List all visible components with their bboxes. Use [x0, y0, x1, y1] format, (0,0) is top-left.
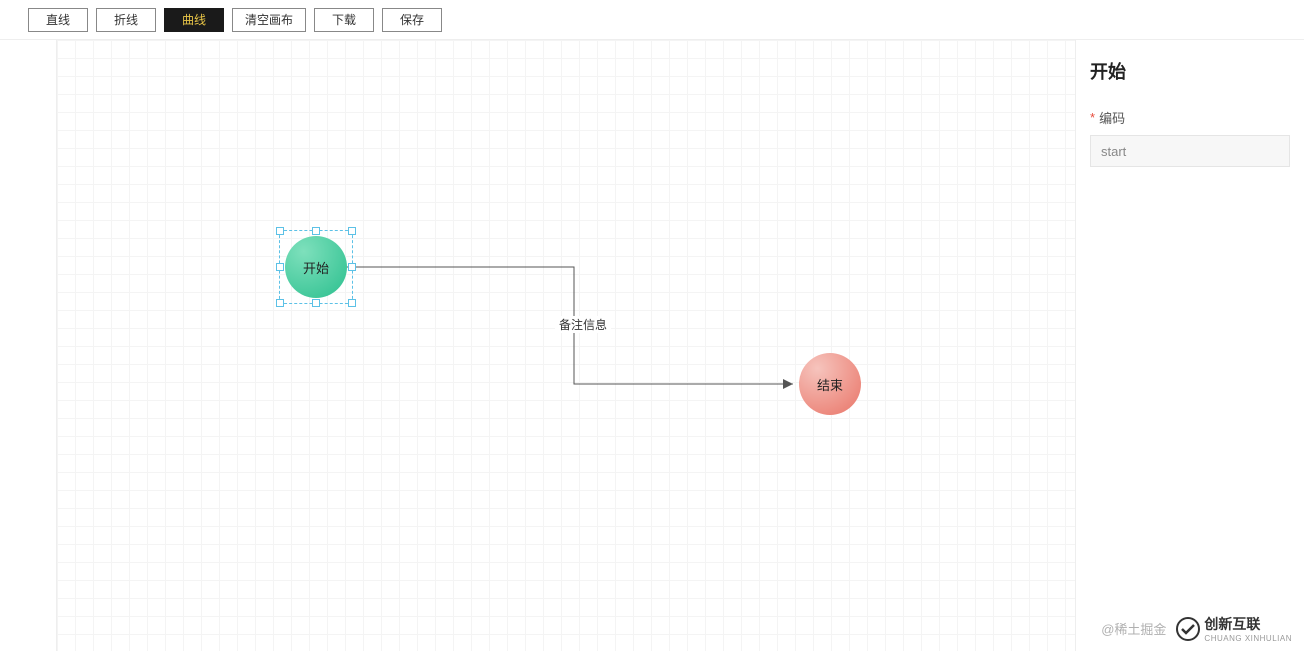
resize-handle-s[interactable] — [312, 299, 320, 307]
download-button[interactable]: 下载 — [314, 8, 374, 32]
resize-handle-w[interactable] — [276, 263, 284, 271]
toolbar: 直线 折线 曲线 清空画布 下载 保存 — [0, 0, 1304, 40]
resize-handle-sw[interactable] — [276, 299, 284, 307]
brand-text-wrap: 创新互联 CHUANG XINHULIAN — [1204, 614, 1292, 643]
edge-label[interactable]: 备注信息 — [555, 316, 611, 333]
line-straight-button[interactable]: 直线 — [28, 8, 88, 32]
edge-layer — [57, 40, 1075, 651]
required-star-icon: * — [1090, 110, 1095, 125]
field-label-code: * 编码 — [1090, 108, 1290, 127]
line-polyline-button[interactable]: 折线 — [96, 8, 156, 32]
clear-canvas-button[interactable]: 清空画布 — [232, 8, 306, 32]
resize-handle-nw[interactable] — [276, 227, 284, 235]
field-label-text: 编码 — [1099, 108, 1125, 127]
brand-sub: CHUANG XINHULIAN — [1204, 634, 1292, 643]
node-end[interactable]: 结束 — [799, 353, 861, 415]
line-curve-button[interactable]: 曲线 — [164, 8, 224, 32]
resize-handle-ne[interactable] — [348, 227, 356, 235]
panel-title: 开始 — [1090, 58, 1290, 84]
brand-logo-icon — [1176, 617, 1200, 641]
node-end-label: 结束 — [817, 375, 843, 394]
watermark-author: @稀土掘金 — [1101, 619, 1166, 638]
watermark-logo: 创新互联 CHUANG XINHULIAN — [1176, 614, 1292, 643]
node-start[interactable]: 开始 — [285, 236, 347, 298]
brand-name: 创新互联 — [1204, 614, 1292, 634]
watermark: @稀土掘金 创新互联 CHUANG XINHULIAN — [1101, 614, 1292, 643]
code-input[interactable] — [1090, 135, 1290, 167]
resize-handle-n[interactable] — [312, 227, 320, 235]
node-start-label: 开始 — [303, 258, 329, 277]
resize-handle-se[interactable] — [348, 299, 356, 307]
properties-panel: 开始 * 编码 — [1076, 40, 1304, 651]
canvas[interactable]: 备注信息 开始 结束 — [56, 40, 1076, 651]
resize-handle-e[interactable] — [348, 263, 356, 271]
edge-arrowhead — [783, 379, 793, 389]
save-button[interactable]: 保存 — [382, 8, 442, 32]
